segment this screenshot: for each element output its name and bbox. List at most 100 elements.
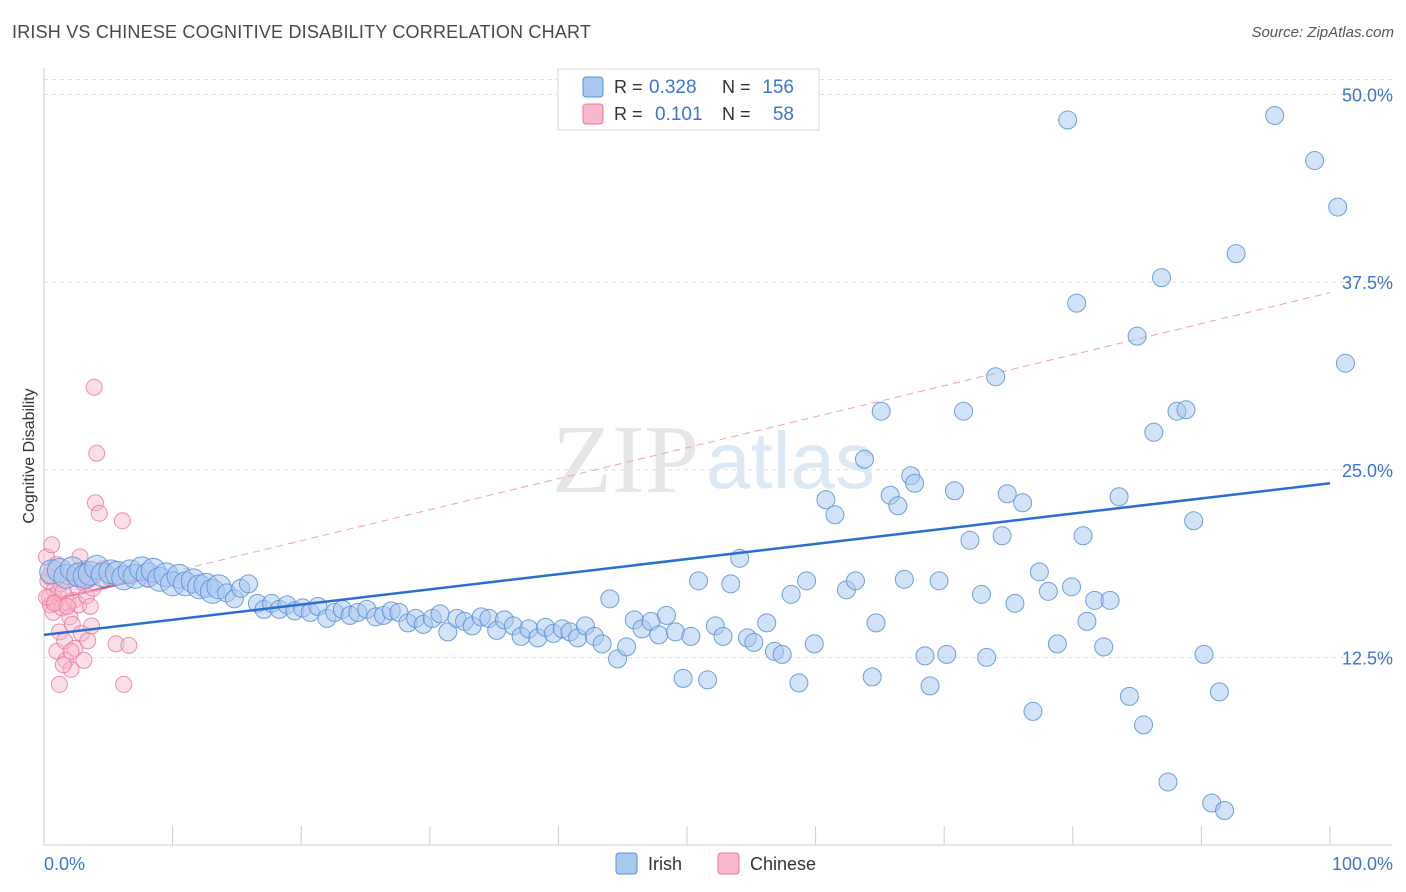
y-tick-label: 12.5% bbox=[1342, 648, 1393, 668]
point-irish bbox=[1215, 800, 1235, 820]
legend-chinese-r-label: R = bbox=[614, 104, 643, 124]
point-irish bbox=[757, 613, 777, 633]
legend-irish-r-label: R = bbox=[614, 77, 643, 97]
point-irish bbox=[430, 604, 450, 624]
point-irish bbox=[673, 668, 693, 688]
point-irish bbox=[1265, 106, 1285, 126]
point-irish bbox=[1023, 701, 1043, 721]
point-irish bbox=[1109, 487, 1129, 507]
point-irish bbox=[1058, 110, 1078, 130]
point-irish bbox=[1328, 197, 1348, 217]
point-irish bbox=[871, 401, 891, 421]
point-chinese bbox=[85, 378, 103, 396]
point-chinese bbox=[44, 603, 62, 621]
y-axis-label: Cognitive Disability bbox=[21, 388, 38, 523]
point-irish bbox=[992, 526, 1012, 546]
point-irish bbox=[929, 571, 949, 591]
point-irish bbox=[1038, 581, 1058, 601]
point-irish bbox=[1134, 715, 1154, 735]
legend-bottom-swatch-irish bbox=[615, 852, 638, 875]
point-irish bbox=[944, 481, 964, 501]
point-irish bbox=[905, 473, 925, 493]
point-irish bbox=[845, 571, 865, 591]
point-irish bbox=[1305, 151, 1325, 171]
legend-irish-n-value: 156 bbox=[762, 77, 794, 98]
point-chinese bbox=[75, 651, 93, 669]
point-chinese bbox=[113, 512, 131, 530]
point-irish bbox=[689, 571, 709, 591]
point-irish bbox=[960, 530, 980, 550]
point-irish bbox=[1176, 400, 1196, 420]
y-tick-label: 25.0% bbox=[1342, 461, 1393, 481]
point-chinese bbox=[57, 651, 75, 669]
point-irish bbox=[1073, 526, 1093, 546]
legend-irish-n-label: N = bbox=[722, 77, 751, 97]
point-chinese bbox=[81, 597, 99, 615]
point-irish bbox=[986, 367, 1006, 387]
point-irish bbox=[977, 647, 997, 667]
point-irish bbox=[866, 613, 886, 633]
point-chinese bbox=[50, 675, 68, 693]
x-tick-label-max: 100.0% bbox=[1332, 854, 1393, 874]
legend-irish-r-value: 0.328 bbox=[649, 77, 697, 98]
point-irish bbox=[744, 632, 764, 652]
point-irish bbox=[1077, 611, 1097, 631]
point-chinese bbox=[45, 594, 63, 612]
point-chinese bbox=[86, 494, 104, 512]
legend-bottom-irish: Irish bbox=[648, 854, 682, 874]
point-irish bbox=[1209, 682, 1229, 702]
point-irish bbox=[789, 673, 809, 693]
point-irish bbox=[1047, 634, 1067, 654]
point-irish bbox=[438, 622, 458, 642]
point-chinese bbox=[65, 591, 83, 609]
legend-chinese-r-value: 0.101 bbox=[655, 104, 703, 125]
point-chinese bbox=[107, 635, 125, 653]
point-irish bbox=[1158, 772, 1178, 792]
legend-swatch-chinese bbox=[582, 103, 604, 125]
point-irish bbox=[600, 589, 620, 609]
trend-irish bbox=[43, 482, 1331, 637]
point-chinese bbox=[120, 636, 138, 654]
source-label: Source: ZipAtlas.com bbox=[1251, 24, 1394, 41]
point-chinese bbox=[88, 444, 106, 462]
point-chinese bbox=[83, 617, 101, 635]
point-irish bbox=[1226, 244, 1246, 264]
point-irish bbox=[1119, 686, 1139, 706]
point-irish bbox=[238, 574, 258, 594]
point-chinese bbox=[90, 504, 108, 522]
legend-bottom-swatch-chinese bbox=[717, 852, 740, 875]
y-tick-label: 50.0% bbox=[1342, 86, 1393, 106]
point-irish bbox=[1094, 637, 1114, 657]
point-irish bbox=[1029, 562, 1049, 582]
point-chinese bbox=[43, 536, 61, 554]
point-irish bbox=[1144, 422, 1164, 442]
point-irish bbox=[592, 634, 612, 654]
point-irish bbox=[1013, 493, 1033, 513]
point-irish bbox=[920, 676, 940, 696]
point-irish bbox=[617, 637, 637, 657]
point-chinese bbox=[58, 597, 76, 615]
point-irish bbox=[656, 605, 676, 625]
point-irish bbox=[816, 490, 836, 510]
point-irish bbox=[1184, 511, 1204, 531]
point-chinese bbox=[54, 656, 72, 674]
point-irish bbox=[721, 574, 741, 594]
point-irish bbox=[953, 401, 973, 421]
point-irish bbox=[1127, 326, 1147, 346]
watermark-zip: ZIP bbox=[552, 406, 699, 514]
point-irish bbox=[797, 571, 817, 591]
point-irish bbox=[1005, 593, 1025, 613]
point-irish bbox=[937, 644, 957, 664]
legend-box: R = 0.328 N = 156 R = 0.101 N = 58 bbox=[557, 68, 820, 131]
point-irish bbox=[1067, 293, 1087, 313]
point-irish bbox=[781, 584, 801, 604]
y-tick-label: 37.5% bbox=[1342, 273, 1393, 293]
point-irish bbox=[997, 484, 1017, 504]
point-irish bbox=[915, 646, 935, 666]
point-irish bbox=[1062, 577, 1082, 597]
x-tick-label-min: 0.0% bbox=[44, 854, 85, 874]
legend-swatch-irish bbox=[582, 76, 604, 98]
legend-chinese-n-value: 58 bbox=[773, 104, 794, 125]
point-irish bbox=[1152, 268, 1172, 288]
